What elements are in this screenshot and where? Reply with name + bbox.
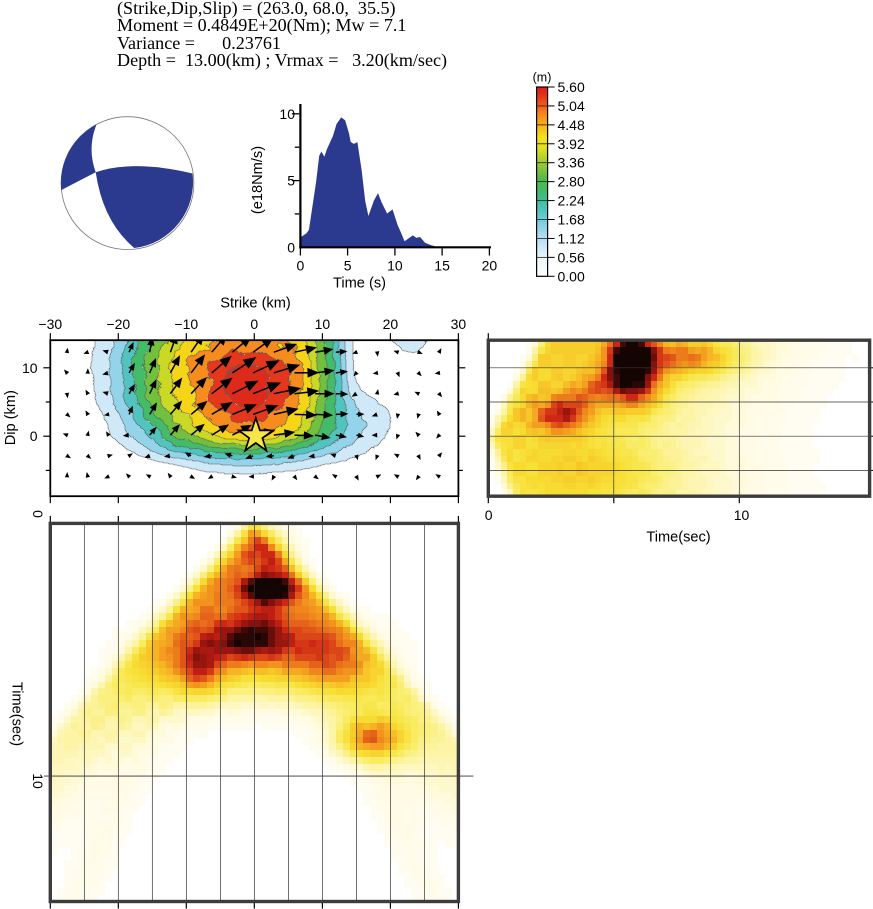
svg-text:5: 5 [287,173,295,189]
svg-text:10: 10 [315,316,331,332]
svg-text:2.80: 2.80 [558,174,585,190]
svg-text:3.92: 3.92 [558,136,585,152]
svg-text:5.04: 5.04 [558,98,585,114]
svg-text:Time(sec): Time(sec) [9,682,25,746]
svg-text:10: 10 [22,360,38,376]
svg-text:10: 10 [30,773,46,789]
svg-text:0: 0 [297,258,305,274]
svg-text:3.36: 3.36 [558,155,585,171]
svg-text:0: 0 [30,428,38,444]
svg-text:0: 0 [287,239,295,255]
svg-text:−30: −30 [38,316,62,332]
svg-text:0.00: 0.00 [558,268,585,284]
svg-text:5.60: 5.60 [558,79,585,95]
svg-text:0: 0 [250,316,258,332]
svg-text:2.24: 2.24 [558,193,585,209]
svg-text:Time(sec): Time(sec) [646,530,710,546]
svg-text:15: 15 [434,258,450,274]
svg-text:30: 30 [451,316,467,332]
svg-text:20: 20 [383,316,399,332]
svg-text:0: 0 [485,507,493,523]
svg-text:4.48: 4.48 [558,117,585,133]
svg-text:Strike (km): Strike (km) [220,296,291,312]
svg-text:1.12: 1.12 [558,230,585,246]
svg-text:10: 10 [279,106,295,122]
svg-text:0.56: 0.56 [558,249,585,265]
svg-text:−10: −10 [174,316,198,332]
svg-text:20: 20 [482,258,498,274]
svg-text:−20: −20 [106,316,130,332]
svg-text:0: 0 [30,510,46,518]
svg-text:(m): (m) [533,71,552,85]
svg-text:10: 10 [734,507,750,523]
svg-text:(e18Nm/s): (e18Nm/s) [250,146,266,214]
svg-text:1.68: 1.68 [558,212,585,228]
svg-text:5: 5 [344,258,352,274]
svg-text:Dip (km): Dip (km) [3,390,19,445]
svg-text:Time (s): Time (s) [333,276,386,292]
svg-text:10: 10 [387,258,403,274]
